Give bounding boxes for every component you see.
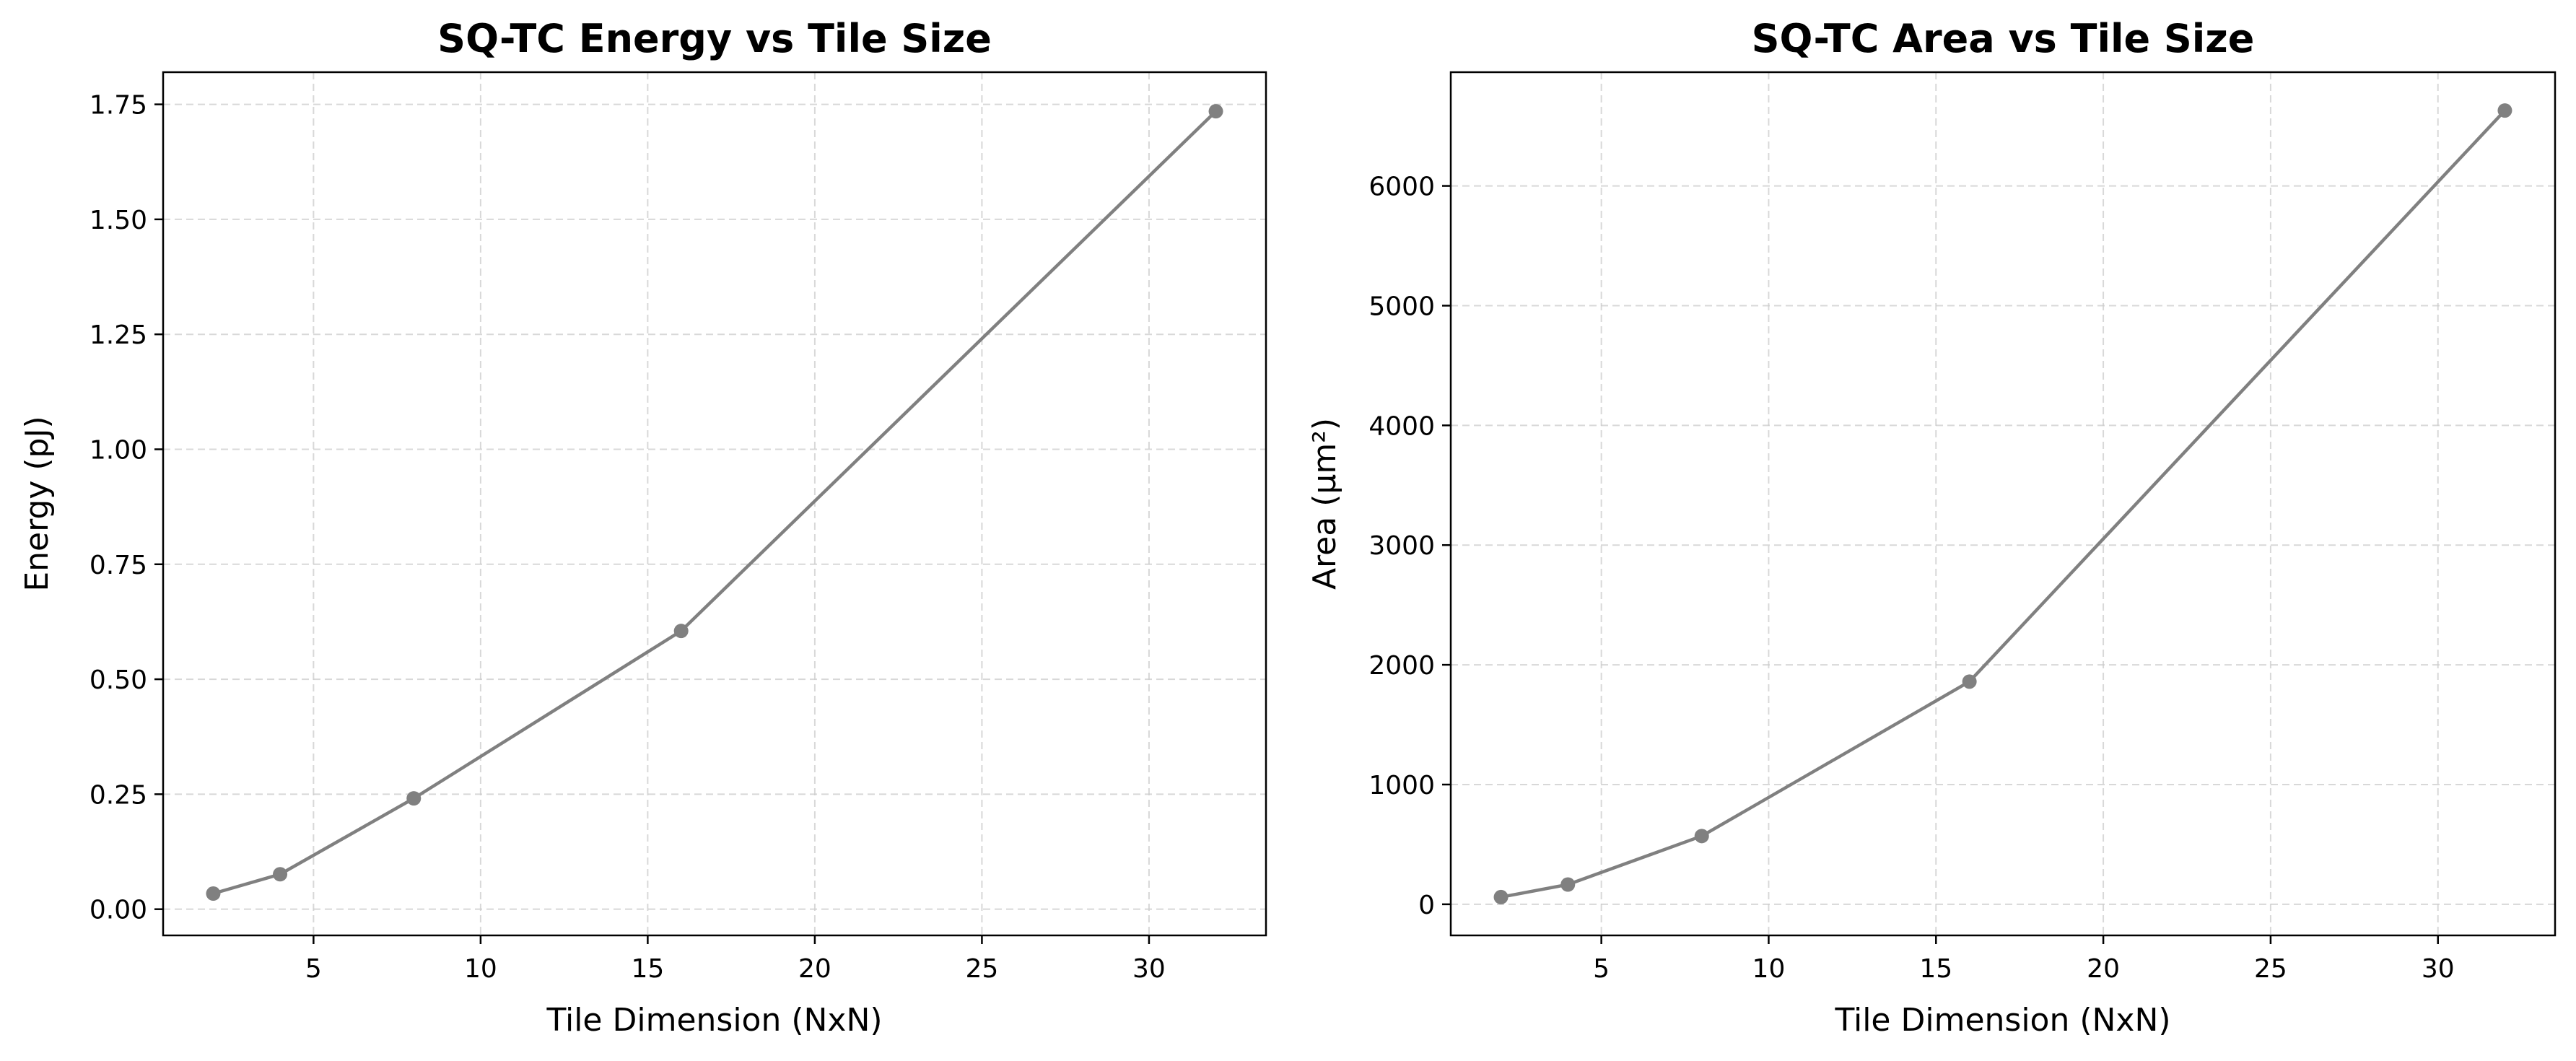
area-x-axis-label: Tile Dimension (NxN) <box>1834 1002 2170 1039</box>
area-x-tick-label: 5 <box>1593 954 1610 984</box>
area-data-points <box>1493 103 2512 904</box>
energy-x-tick-label: 5 <box>305 954 322 984</box>
area-x-tick-label: 10 <box>1752 954 1786 984</box>
energy-x-tick-label: 30 <box>1132 954 1166 984</box>
area-plot-frame <box>1449 71 2557 937</box>
energy-data-point <box>1208 104 1223 119</box>
energy-y-tick-label: 1.75 <box>89 91 147 121</box>
energy-y-tick-label: 1.50 <box>89 206 147 235</box>
energy-x-tick-label: 25 <box>966 954 999 984</box>
energy-x-tick-label: 20 <box>798 954 831 984</box>
energy-y-tick-label: 0.25 <box>89 780 147 810</box>
area-chart-title: SQ-TC Area vs Tile Size <box>1752 16 2255 61</box>
area-y-tick-label: 5000 <box>1368 292 1435 321</box>
energy-chart-title: SQ-TC Energy vs Tile Size <box>437 16 992 61</box>
area-y-axis-label: Area (µm²) <box>1306 418 1343 590</box>
area-grid <box>1451 72 2555 935</box>
energy-x-tick-label: 10 <box>464 954 497 984</box>
energy-axis-ticks: 5 10 15 20 25 30 0.00 0.25 0.50 0.75 1.00 1.25 1.50 1… <box>89 91 1166 984</box>
area-x-tick-label: 15 <box>1919 954 1952 984</box>
energy-chart-panel: 5 10 15 20 25 30 0.00 0.25 0.50 0.75 1.00 1.25 1.50 1… <box>19 16 1267 1039</box>
energy-x-tick-label: 15 <box>631 954 664 984</box>
energy-y-tick-label: 0.00 <box>89 896 147 925</box>
energy-y-tick-label: 1.25 <box>89 320 147 350</box>
energy-plot-frame <box>162 71 1267 937</box>
area-y-tick-label: 0 <box>1418 891 1435 920</box>
area-y-tick-label: 2000 <box>1368 651 1435 681</box>
area-axis-ticks: 5 10 15 20 25 30 0 1000 2000 3000 4000 5000 6000 <box>1368 173 2454 984</box>
energy-y-tick-label: 0.75 <box>89 551 147 580</box>
area-data-point <box>1560 877 1576 892</box>
area-y-tick-label: 3000 <box>1368 531 1435 561</box>
area-data-point <box>1962 674 1977 689</box>
energy-grid <box>163 72 1266 935</box>
energy-x-axis-label: Tile Dimension (NxN) <box>546 1002 882 1039</box>
energy-data-point <box>273 867 288 882</box>
area-y-tick-label: 1000 <box>1368 771 1435 800</box>
area-x-tick-label: 20 <box>2087 954 2120 984</box>
energy-y-tick-label: 0.50 <box>89 665 147 695</box>
area-y-tick-label: 6000 <box>1368 173 1435 202</box>
area-data-point <box>1694 829 1709 844</box>
area-data-point <box>2497 103 2512 118</box>
energy-data-point <box>206 886 221 901</box>
energy-y-tick-label: 1.00 <box>89 435 147 465</box>
energy-data-point <box>673 624 689 639</box>
area-chart-panel: 5 10 15 20 25 30 0 1000 2000 3000 4000 5000 6000 SQ-… <box>1306 16 2557 1039</box>
area-x-tick-label: 30 <box>2422 954 2455 984</box>
area-x-tick-label: 25 <box>2254 954 2287 984</box>
area-y-tick-label: 4000 <box>1368 411 1435 441</box>
energy-y-axis-label: Energy (pJ) <box>19 416 56 591</box>
area-data-point <box>1493 889 1509 904</box>
energy-data-point <box>406 791 422 806</box>
energy-data-points <box>206 104 1223 901</box>
